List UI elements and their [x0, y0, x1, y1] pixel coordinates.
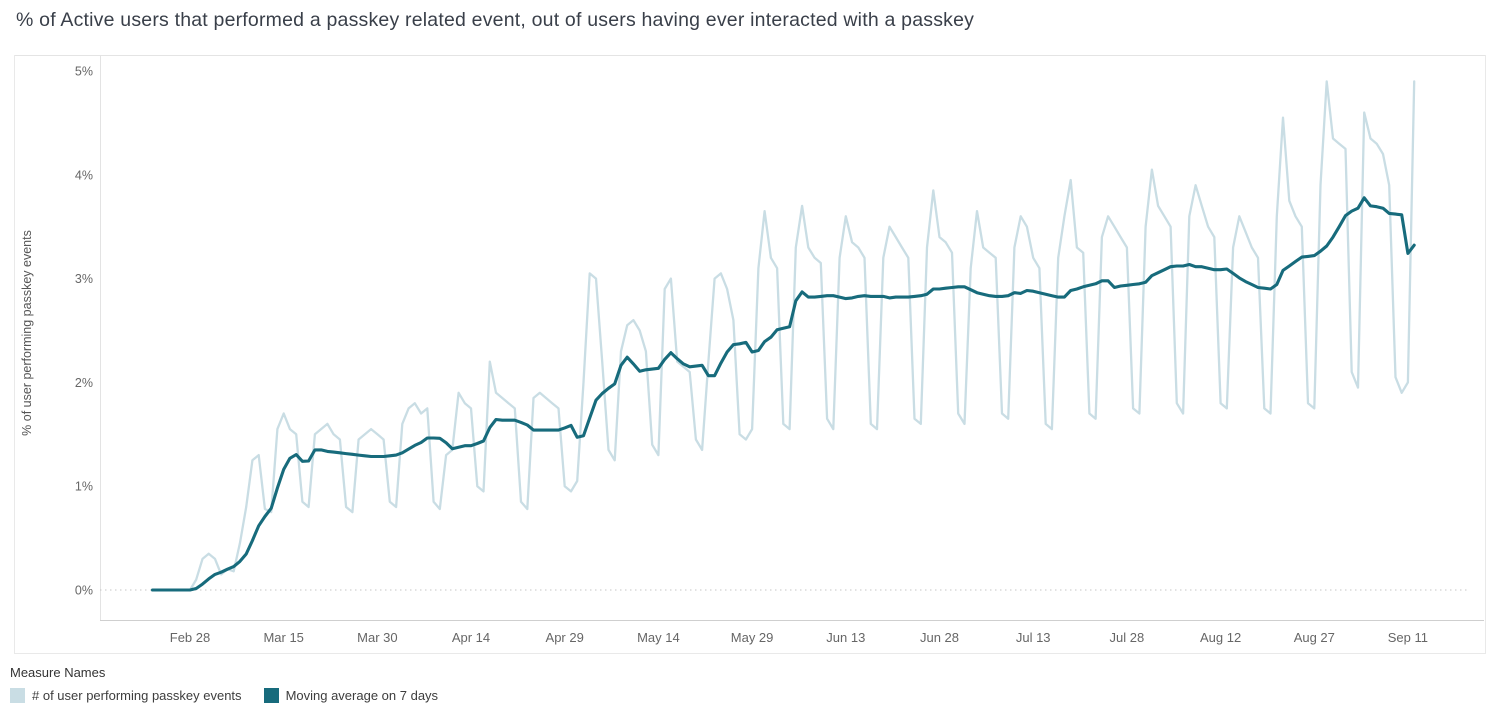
y-tick-labels: 0% 1% 2% 3% 4% 5%: [75, 65, 93, 598]
x-tick-label: Feb 28: [170, 630, 210, 645]
daily-series-line[interactable]: [151, 80, 1416, 592]
legend-item-daily[interactable]: # of user performing passkey events: [10, 688, 242, 703]
chart-area[interactable]: % of user performing passkey events 0% 1%…: [0, 55, 1500, 655]
x-tick-label: Apr 14: [452, 630, 490, 645]
x-tick-label: Jun 13: [826, 630, 865, 645]
chart-svg[interactable]: % of user performing passkey events 0% 1%…: [0, 55, 1500, 655]
y-tick-label: 4%: [75, 168, 93, 182]
y-tick-label: 0%: [75, 584, 93, 598]
y-axis-title: % of user performing passkey events: [20, 230, 34, 436]
x-tick-labels: Feb 28 Mar 15 Mar 30 Apr 14 Apr 29 May 14 May …: [170, 630, 1428, 645]
x-tick-label: Jun 28: [920, 630, 959, 645]
y-tick-label: 3%: [75, 272, 93, 286]
x-tick-label: Mar 15: [263, 630, 303, 645]
x-tick-label: Aug 27: [1294, 630, 1335, 645]
legend: Measure Names # of user performing passk…: [10, 665, 438, 703]
x-tick-label: Jul 28: [1110, 630, 1145, 645]
x-tick-label: Mar 30: [357, 630, 397, 645]
legend-item-moving-average[interactable]: Moving average on 7 days: [263, 688, 439, 703]
moving-average-line[interactable]: [150, 196, 1416, 592]
x-tick-label: Sep 11: [1388, 630, 1428, 645]
legend-swatch-daily-icon: [10, 688, 25, 703]
legend-swatch-moving-average-icon: [263, 688, 279, 703]
legend-items: # of user performing passkey events Movi…: [10, 688, 438, 703]
x-tick-label: May 14: [637, 630, 680, 645]
x-tick-label: Jul 13: [1016, 630, 1051, 645]
y-tick-label: 1%: [75, 480, 93, 494]
legend-title: Measure Names: [10, 665, 106, 680]
legend-label-daily: # of user performing passkey events: [32, 688, 242, 703]
legend-label-moving-average: Moving average on 7 days: [285, 688, 439, 703]
y-tick-label: 5%: [75, 65, 93, 79]
x-tick-label: May 29: [731, 630, 774, 645]
x-tick-label: Apr 29: [546, 630, 584, 645]
page-title: % of Active users that performed a passk…: [16, 9, 975, 31]
y-tick-label: 2%: [75, 376, 93, 390]
x-tick-label: Aug 12: [1200, 630, 1241, 645]
